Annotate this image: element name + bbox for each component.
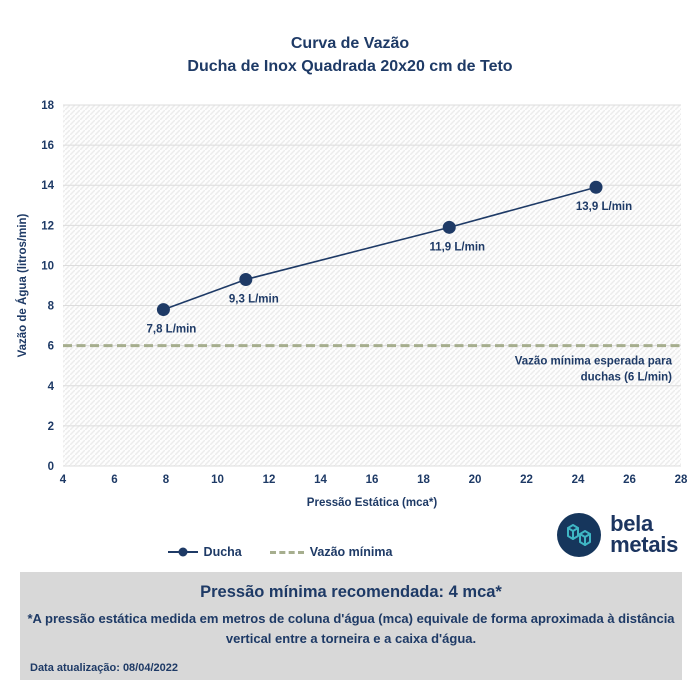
data-point <box>239 272 253 286</box>
y-tick-label: 8 <box>48 301 55 313</box>
chart-legend: Ducha Vazão mínima <box>0 545 560 559</box>
legend-label-ducha: Ducha <box>203 545 242 559</box>
data-point <box>442 220 456 234</box>
x-tick-label: 10 <box>211 474 224 486</box>
x-axis-title: Pressão Estática (mca*) <box>307 497 438 509</box>
recommendation-headline: Pressão mínima recomendada: 4 mca* <box>200 583 502 601</box>
x-tick-label: 4 <box>60 474 67 486</box>
data-point-label: 11,9 L/min <box>429 241 485 253</box>
y-tick-label: 16 <box>41 140 54 152</box>
dashed-line-icon <box>269 550 304 554</box>
y-tick-label: 10 <box>41 260 54 272</box>
flow-curve-chart: Vazão mínima esperada para duchas (6 L/mi… <box>16 100 688 509</box>
x-tick-label: 14 <box>314 474 327 486</box>
y-axis-title: Vazão de Água (litros/min) <box>16 213 29 357</box>
logo-wordmark: bela metais <box>610 511 678 557</box>
x-tick-label: 28 <box>675 474 688 486</box>
data-point-label: 9,3 L/min <box>229 293 279 305</box>
legend-item-vazao-minima: Vazão mínima <box>269 545 393 559</box>
x-tick-label: 12 <box>263 474 276 486</box>
x-tick-label: 22 <box>520 474 533 486</box>
x-tick-label: 8 <box>163 474 170 486</box>
x-tick-label: 26 <box>623 474 636 486</box>
chart-header: Curva de Vazão Ducha de Inox Quadrada 20… <box>0 32 700 78</box>
y-tick-label: 2 <box>48 421 54 433</box>
y-tick-label: 6 <box>48 341 54 353</box>
x-tick-label: 20 <box>469 474 482 486</box>
bela-metais-logo: bela metais <box>556 512 678 558</box>
data-point-label: 7,8 L/min <box>146 324 196 336</box>
legend-item-ducha: Ducha <box>167 545 242 559</box>
update-date: Data atualização: 08/04/2022 <box>30 662 178 674</box>
data-point <box>589 180 603 194</box>
x-tick-label: 24 <box>572 474 585 486</box>
update-date-value: 08/04/2022 <box>122 662 178 674</box>
y-tick-label: 4 <box>48 381 55 393</box>
chart-subtitle: Ducha de Inox Quadrada 20x20 cm de Teto <box>187 58 513 76</box>
plot-area <box>63 105 681 466</box>
data-point <box>156 303 170 317</box>
x-tick-label: 18 <box>417 474 430 486</box>
data-point-label: 13,9 L/min <box>576 201 632 213</box>
y-tick-label: 12 <box>41 220 54 232</box>
bela-metais-cube-icon <box>557 513 602 557</box>
y-tick-label: 18 <box>41 100 54 112</box>
minimum-flow-annotation: Vazão mínima esperada para <box>515 356 673 368</box>
chart-title: Curva de Vazão <box>290 35 410 52</box>
update-date-label: Data atualização: <box>30 662 120 674</box>
legend-label-vazao-minima: Vazão mínima <box>309 545 393 559</box>
logo-word-bela: bela <box>610 511 653 537</box>
line-marker-icon <box>167 547 198 557</box>
x-tick-label: 6 <box>111 474 117 486</box>
mca-footnote: *A pressão estática medida em metros de … <box>27 611 675 647</box>
recommendation-box: Pressão mínima recomendada: 4 mca* *A pr… <box>20 572 682 680</box>
y-tick-label: 0 <box>48 461 54 473</box>
x-tick-label: 16 <box>366 474 379 486</box>
y-tick-label: 14 <box>41 180 54 192</box>
logo-word-metais: metais <box>610 532 678 557</box>
minimum-flow-annotation: duchas (6 L/min) <box>581 372 673 384</box>
ducha-series-line <box>163 186 597 311</box>
